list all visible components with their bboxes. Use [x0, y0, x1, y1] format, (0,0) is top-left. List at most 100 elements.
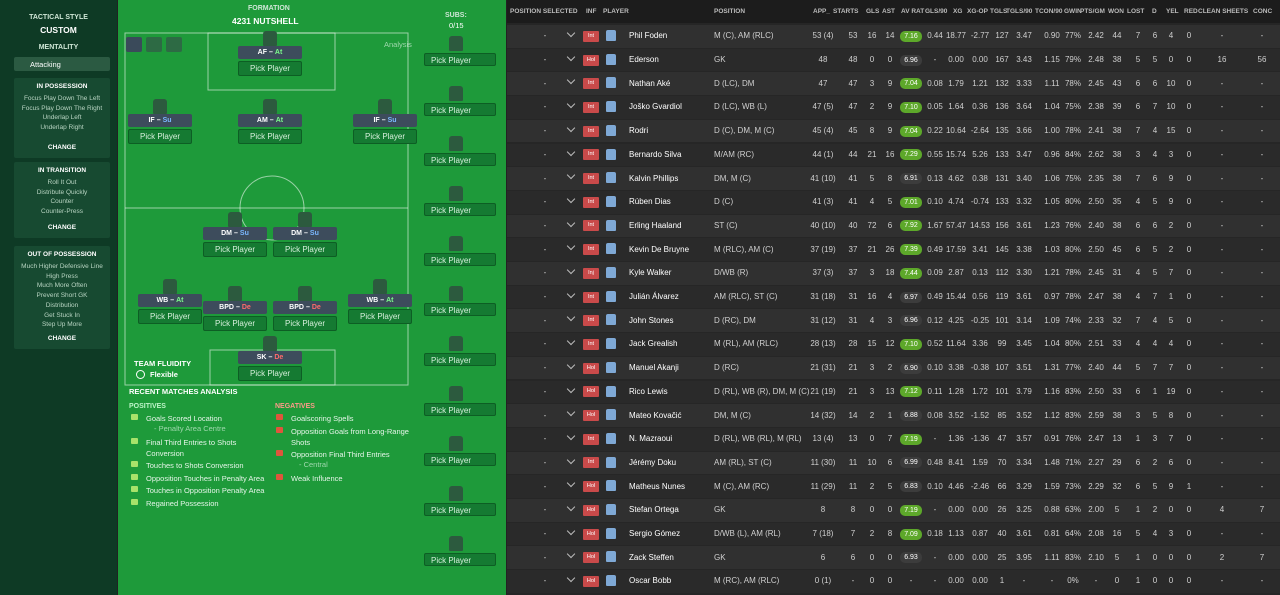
column-header[interactable]: WON — [1108, 8, 1124, 15]
table-row[interactable]: - Int Julián Álvarez AM (RLC), ST (C) 31 (18… — [507, 285, 1280, 309]
column-header[interactable]: D — [1152, 8, 1157, 15]
cell: - — [1220, 149, 1224, 159]
analysis-title[interactable]: RECENT MATCHES ANALYSIS — [129, 387, 238, 396]
column-header[interactable]: YEL — [1166, 8, 1179, 15]
table-row[interactable]: - Hol Manuel Akanji D (RC) 21 (31) 21 3 2 6.90 0.… — [507, 356, 1280, 380]
view-tab[interactable] — [166, 37, 182, 52]
column-header[interactable]: PTS/GM — [1080, 8, 1105, 15]
cell: 0 — [1186, 292, 1192, 302]
column-header[interactable]: TGLS — [990, 8, 1008, 15]
table-row[interactable]: - Int Jérémy Doku AM (RL), ST (C) 11 (30) 11 1… — [507, 451, 1280, 475]
table-row[interactable]: - Hol Mateo Kovačić DM, M (C) 14 (32) 14 2 1 6.8… — [507, 404, 1280, 427]
analysis-button[interactable]: Analysis — [384, 40, 412, 49]
sub-pick-player[interactable]: Pick Player — [424, 403, 496, 416]
cell: 0 — [869, 505, 875, 515]
pick-player[interactable]: Pick Player — [348, 309, 412, 324]
pick-player[interactable]: Pick Player — [273, 242, 337, 257]
sub-pick-player[interactable]: Pick Player — [424, 303, 496, 316]
column-header[interactable]: RED — [1184, 8, 1198, 15]
pick-player[interactable]: Pick Player — [238, 129, 302, 144]
table-row[interactable]: - Int Rodri D (C), DM, M (C) 45 (4) 45 8 9 7.04 0… — [507, 119, 1280, 143]
sub-pick-player[interactable]: Pick Player — [424, 553, 496, 566]
table-row[interactable]: - Int Bernardo Silva M/AM (RC) 44 (1) 44 21 16 7… — [507, 143, 1280, 167]
sub-pick-player[interactable]: Pick Player — [424, 353, 496, 366]
position-role[interactable]: AM – At — [238, 114, 302, 127]
table-row[interactable]: - Int Erling Haaland ST (C) 40 (10) 40 72 6 7.92… — [507, 214, 1280, 238]
table-row[interactable]: - Inj Kyle Walker D/WB (R) 37 (3) 37 3 18 7.44 0.… — [507, 262, 1280, 285]
position-role[interactable]: SK – De — [238, 351, 302, 364]
table-row[interactable]: - Hol Stefan Ortega GK 8 8 0 0 7.19 - 0.00 0.00 26 3.… — [507, 499, 1280, 522]
sub-pick-player[interactable]: Pick Player — [424, 253, 496, 266]
pick-player[interactable]: Pick Player — [238, 61, 302, 76]
table-row[interactable]: - Hol Ederson GK 48 48 0 0 6.96 - 0.00 0.00 167 3.43 1… — [507, 48, 1280, 72]
sub-pick-player[interactable]: Pick Player — [424, 153, 496, 166]
column-header[interactable]: AST — [882, 8, 895, 15]
table-row[interactable]: - Int Phil Foden M (C), AM (RLC) 53 (4) 53 16 1… — [507, 25, 1280, 48]
column-header[interactable]: TCON/90 — [1035, 8, 1063, 15]
change-button[interactable]: CHANGE — [47, 144, 77, 151]
column-header[interactable]: CONC — [1253, 8, 1273, 15]
cell: 2.50 — [1088, 386, 1104, 396]
sub-pick-player[interactable]: Pick Player — [424, 453, 496, 466]
column-header[interactable]: INF — [586, 8, 597, 15]
table-row[interactable]: - Hol Sergio Gómez D/WB (L), AM (RL) 7 (18) 7… — [507, 522, 1280, 546]
pick-player[interactable]: Pick Player — [203, 316, 267, 331]
sub-pick-player[interactable]: Pick Player — [424, 203, 496, 216]
table-row[interactable]: - Int Nathan Aké D (LC), DM 47 47 3 9 7.04 0.08 1.… — [507, 72, 1280, 96]
column-header[interactable]: TGLS/90 — [1006, 8, 1033, 15]
position-role[interactable]: BPD – De — [203, 301, 267, 314]
position-role[interactable]: DM – Su — [273, 227, 337, 240]
column-header[interactable]: CLEAN SHEETS — [1198, 8, 1249, 15]
formation[interactable]: 4231 NUTSHELL — [232, 16, 299, 26]
column-header[interactable]: PLAYER — [603, 8, 629, 15]
change-button[interactable]: CHANGE — [47, 335, 77, 342]
pick-player[interactable]: Pick Player — [203, 242, 267, 257]
pick-player[interactable]: Pick Player — [128, 129, 192, 144]
position-role[interactable]: IF – Su — [128, 114, 192, 127]
table-row[interactable]: - Hol Zack Steffen GK 6 6 0 0 6.93-0.00 0.00 25 3.9… — [507, 546, 1280, 570]
position-role[interactable]: DM – Su — [203, 227, 267, 240]
sub-pick-player[interactable]: Pick Player — [424, 503, 496, 516]
column-header[interactable]: XG — [953, 8, 963, 15]
table-row[interactable]: - Int John Stones D (RC), DM 31 (12) 31 4 3 6.96… — [507, 309, 1280, 333]
position-role[interactable]: WB – At — [348, 294, 412, 307]
view-tab[interactable] — [126, 37, 142, 52]
table-row[interactable]: - Hol Matheus Nunes M (C), AM (RC) 11 (29) 11… — [507, 475, 1280, 498]
table-row[interactable]: - Int Jack Grealish M (RL), AM (RLC) 28 (13)… — [507, 333, 1280, 356]
column-header[interactable]: AV RAT — [901, 8, 925, 15]
table-row[interactable]: - Int Kevin De Bruyne M (RLC), AM (C) 37 (19… — [507, 238, 1280, 261]
table-row[interactable]: - Int Kalvin Phillips DM, M (C) 41 (10) 41 5 8 6… — [507, 167, 1280, 190]
pick-player[interactable]: Pick Player — [238, 366, 302, 381]
mentality-dropdown[interactable]: Attacking — [14, 57, 110, 71]
column-header[interactable]: POSITION — [714, 8, 746, 15]
sub-pick-player[interactable]: Pick Player — [424, 103, 496, 116]
cell: 7 (18) — [812, 529, 834, 539]
sub-pick-player[interactable]: Pick Player — [424, 53, 496, 66]
average-rating: 7.92 — [900, 220, 922, 232]
table-row[interactable]: - Int N. Mazraoui D (RL), WB (RL), M (RL) 13… — [507, 427, 1280, 451]
cell: -0.38 — [970, 363, 990, 373]
position-role[interactable]: WB – At — [138, 294, 202, 307]
column-header[interactable]: GWIN — [1064, 8, 1082, 15]
cell: 83% — [1064, 410, 1081, 420]
position-role[interactable]: IF – Su — [353, 114, 417, 127]
table-row[interactable]: - Hol Oscar Bobb M (RC), AM (RLC) 0 (1) -0 0- -… — [507, 570, 1280, 593]
pick-player[interactable]: Pick Player — [353, 129, 417, 144]
column-header[interactable]: APP_ — [813, 8, 830, 15]
table-row[interactable]: - Int Rúben Dias D (C) 41 (3) 41 4 5 7.01 0.10 4.7… — [507, 190, 1280, 214]
view-tab[interactable] — [146, 37, 162, 52]
change-button[interactable]: CHANGE — [47, 224, 77, 231]
pick-player[interactable]: Pick Player — [138, 309, 202, 324]
pick-player[interactable]: Pick Player — [273, 316, 337, 331]
column-header[interactable]: XG-OP — [967, 8, 988, 15]
column-header[interactable]: POSITION SELECTED — [510, 8, 578, 15]
table-row[interactable]: - Int Joško Gvardiol D (LC), WB (L) 47 (5) 47… — [507, 96, 1280, 119]
column-header[interactable]: LOST — [1127, 8, 1145, 15]
table-row[interactable]: - Hol Rico Lewis D (RL), WB (R), DM, M (C) 2… — [507, 380, 1280, 404]
column-header[interactable]: GLS/90 — [925, 8, 948, 15]
column-header[interactable]: GLS — [866, 8, 880, 15]
position-role[interactable]: BPD – De — [273, 301, 337, 314]
tactical-style[interactable]: CUSTOM — [40, 25, 77, 35]
column-header[interactable]: STARTS — [833, 8, 859, 15]
position-role[interactable]: AF – At — [238, 46, 302, 59]
